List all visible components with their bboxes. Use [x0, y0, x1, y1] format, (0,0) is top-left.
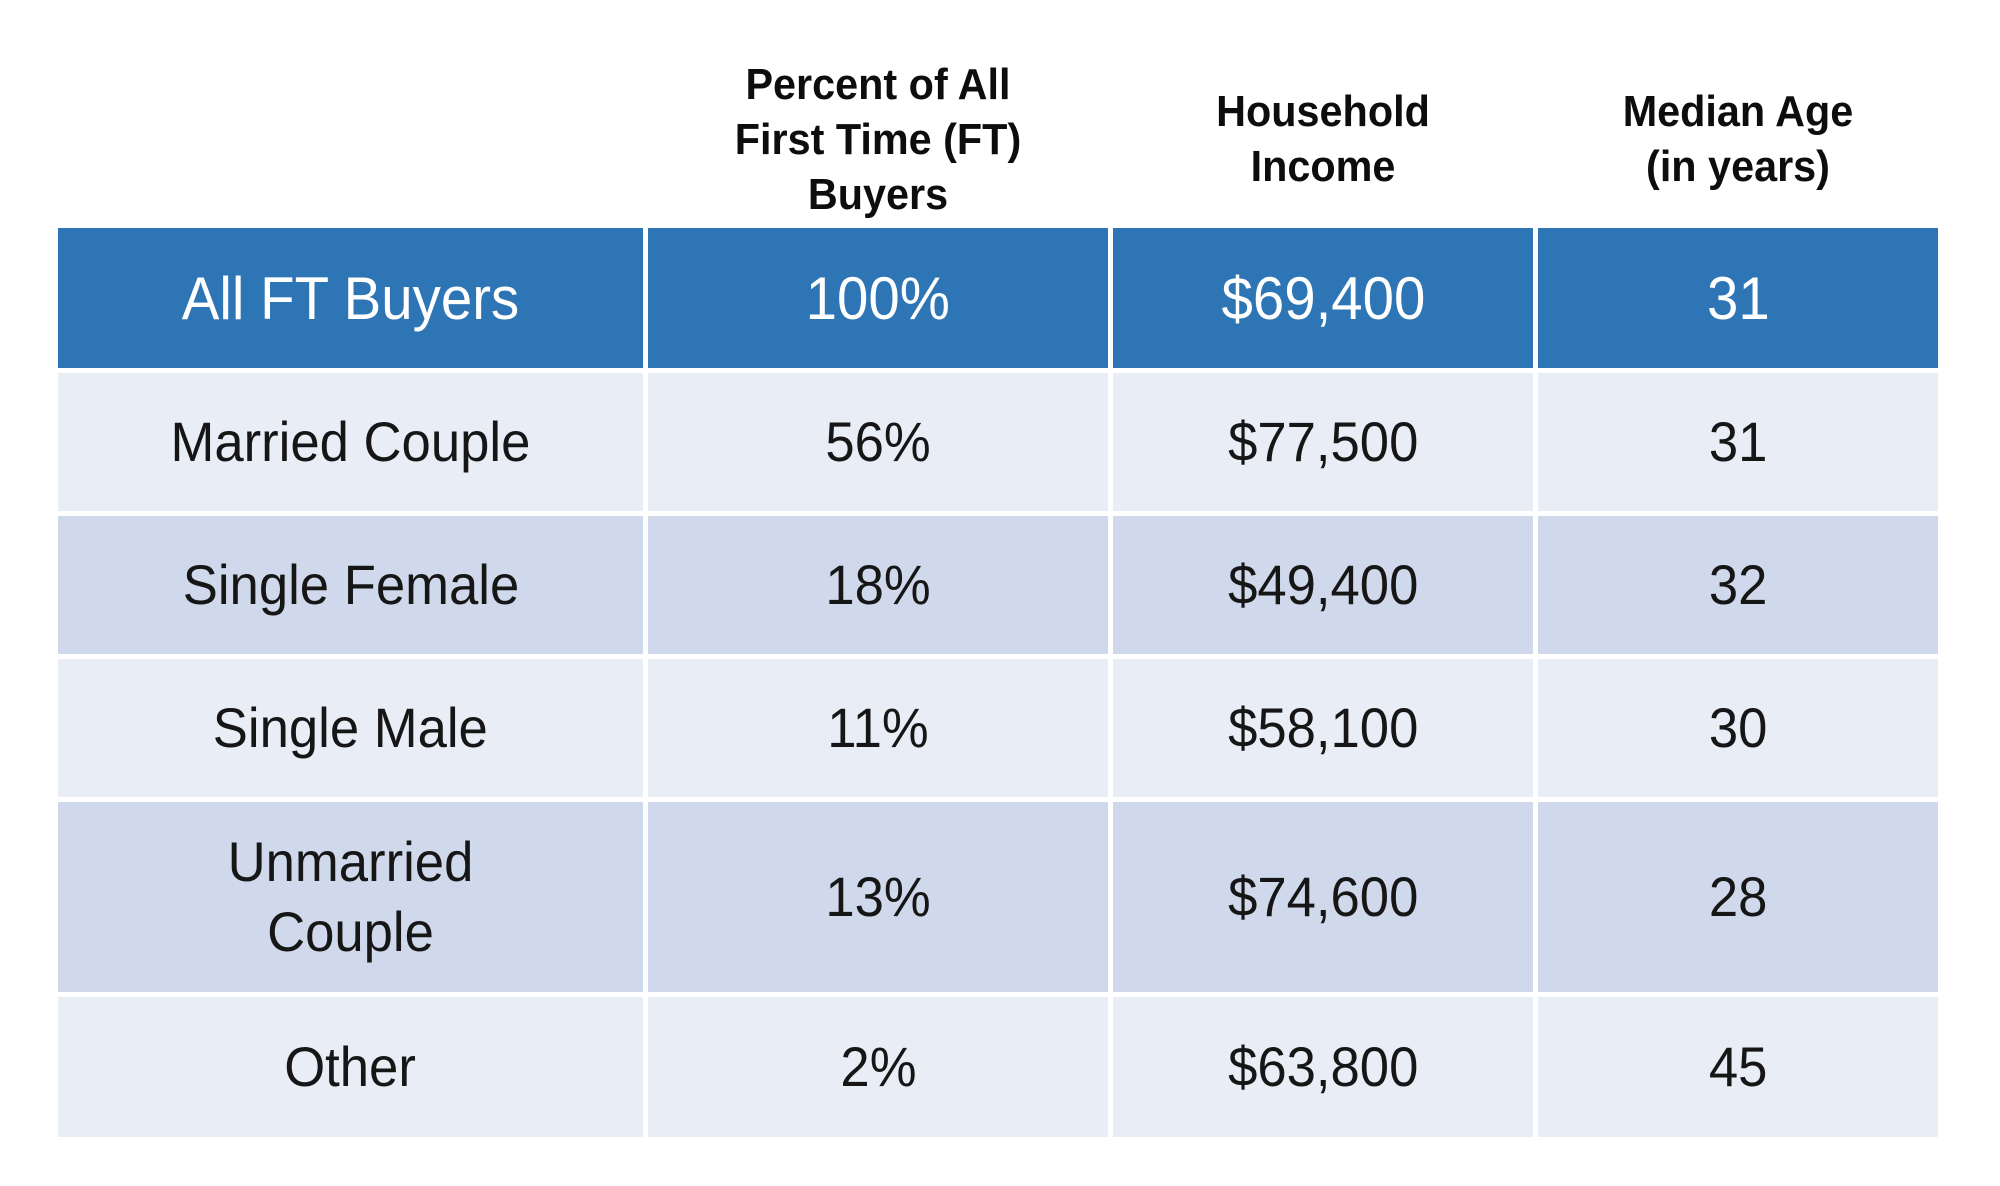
income-cell: $77,500 — [1113, 373, 1533, 511]
income-cell: $63,800 — [1113, 997, 1533, 1137]
income-cell: $49,400 — [1113, 516, 1533, 654]
percent-cell: 56% — [648, 373, 1108, 511]
income-value: $77,500 — [1227, 410, 1419, 473]
row-label: Single Male — [212, 696, 489, 759]
income-cell: $74,600 — [1113, 802, 1533, 992]
column-header-income: Household Income — [1113, 55, 1533, 223]
table-row-label: Married Couple — [58, 373, 643, 511]
income-cell: $69,400 — [1113, 228, 1533, 368]
age-cell: 31 — [1538, 228, 1938, 368]
percent-cell: 18% — [648, 516, 1108, 654]
age-cell: 30 — [1538, 659, 1938, 797]
income-value: $63,800 — [1227, 1035, 1419, 1098]
income-value: $49,400 — [1227, 553, 1419, 616]
row-label: Unmarried Couple — [227, 830, 474, 963]
column-header-empty — [58, 55, 643, 223]
age-cell: 28 — [1538, 802, 1938, 992]
percent-cell: 100% — [648, 228, 1108, 368]
first-time-buyers-table: Percent of All First Time (FT) Buyers Ho… — [58, 55, 1938, 1137]
age-value: 28 — [1708, 865, 1768, 928]
row-label: Married Couple — [170, 410, 531, 473]
percent-value: 56% — [825, 410, 931, 473]
column-header-label: Household Income — [1216, 87, 1430, 191]
age-cell: 31 — [1538, 373, 1938, 511]
row-label: All FT Buyers — [181, 264, 520, 332]
percent-value: 100% — [805, 264, 951, 332]
column-header-age: Median Age (in years) — [1538, 55, 1938, 223]
age-value: 45 — [1708, 1035, 1768, 1098]
column-header-label: Percent of All First Time (FT) Buyers — [734, 59, 1022, 219]
age-value: 30 — [1708, 696, 1768, 759]
row-label: Other — [284, 1035, 417, 1098]
table-row-label: Single Female — [58, 516, 643, 654]
income-cell: $58,100 — [1113, 659, 1533, 797]
age-value: 31 — [1708, 410, 1768, 473]
percent-cell: 11% — [648, 659, 1108, 797]
percent-value: 2% — [839, 1035, 917, 1098]
column-header-label: Median Age (in years) — [1622, 87, 1854, 191]
age-value: 31 — [1706, 264, 1770, 332]
table-row-label: Unmarried Couple — [58, 802, 643, 992]
table-row-label: Single Male — [58, 659, 643, 797]
table-row-label: All FT Buyers — [58, 228, 643, 368]
age-cell: 45 — [1538, 997, 1938, 1137]
percent-cell: 2% — [648, 997, 1108, 1137]
income-value: $74,600 — [1227, 865, 1419, 928]
age-cell: 32 — [1538, 516, 1938, 654]
percent-value: 11% — [827, 696, 929, 759]
percent-cell: 13% — [648, 802, 1108, 992]
income-value: $58,100 — [1227, 696, 1419, 759]
percent-value: 18% — [825, 553, 931, 616]
percent-value: 13% — [825, 865, 931, 928]
table-row-label: Other — [58, 997, 643, 1137]
row-label: Single Female — [182, 553, 519, 616]
column-header-percent: Percent of All First Time (FT) Buyers — [648, 55, 1108, 223]
age-value: 32 — [1708, 553, 1768, 616]
income-value: $69,400 — [1221, 264, 1425, 332]
